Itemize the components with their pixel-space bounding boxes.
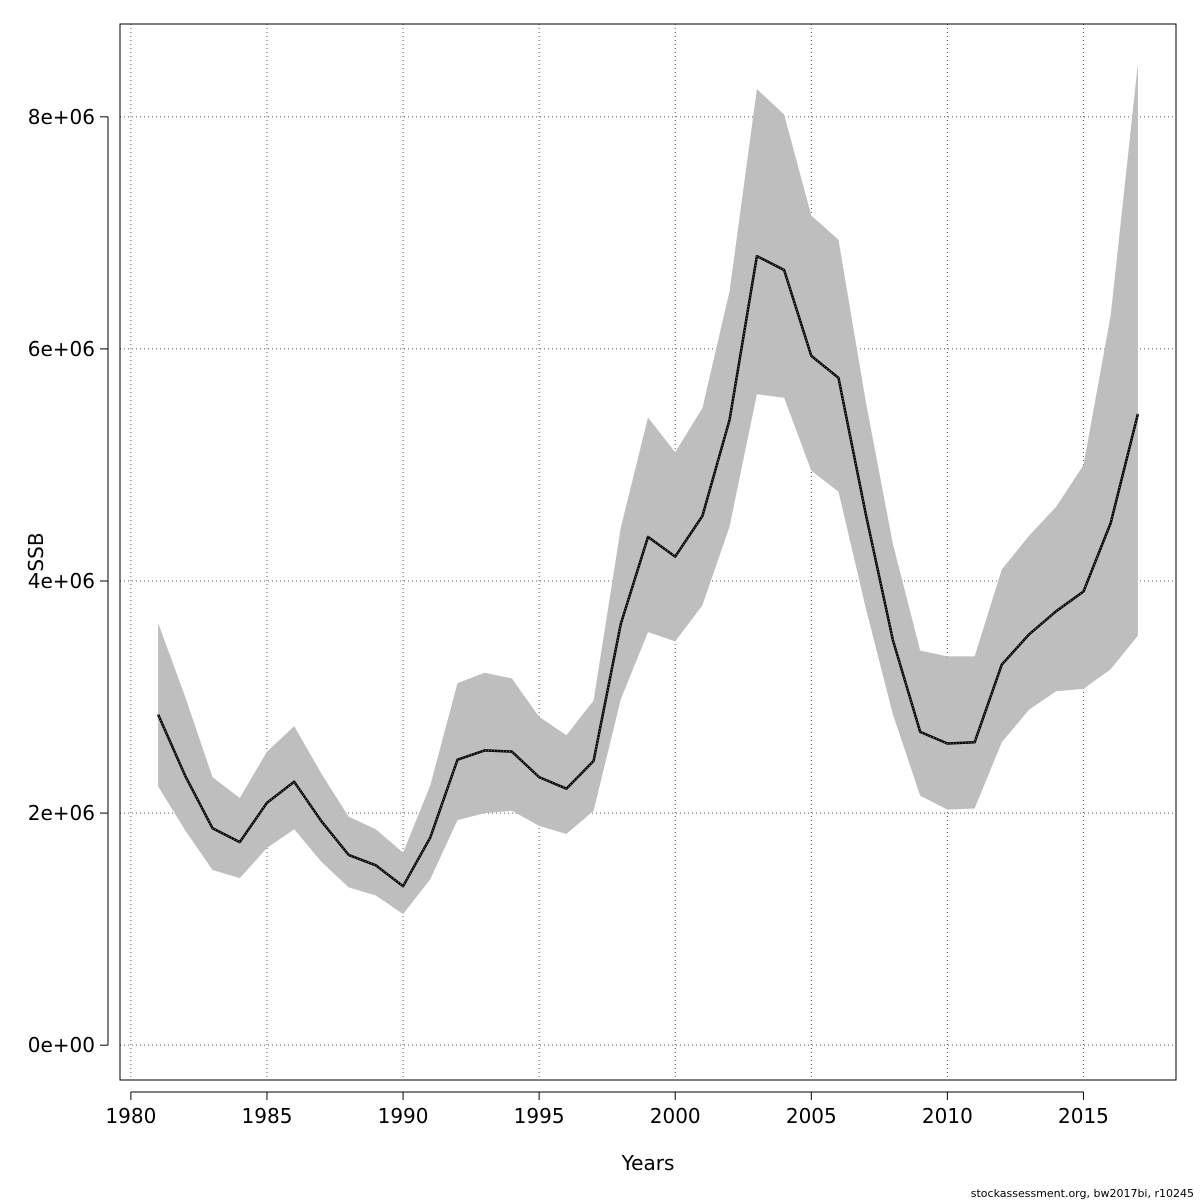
- x-tick-label: 1990: [378, 1104, 429, 1128]
- x-tick-label: 1985: [242, 1104, 293, 1128]
- y-tick-label: 2e+06: [28, 801, 95, 825]
- y-axis-title: SSB: [24, 532, 48, 571]
- x-tick-label: 2010: [922, 1104, 973, 1128]
- footer-credit: stockassessment.org, bw2017bi, r10245: [971, 1187, 1194, 1200]
- y-tick-label: 0e+00: [28, 1033, 95, 1057]
- x-tick-label: 1995: [514, 1104, 565, 1128]
- y-tick-label: 4e+06: [28, 569, 95, 593]
- ssb-line-dotted-overlay: [157, 255, 1139, 887]
- y-axis: 0e+00 2e+06 4e+06 6e+06 8e+06: [28, 105, 109, 1057]
- plot-frame: [119, 23, 1177, 1081]
- y-tick-label: 8e+06: [28, 105, 95, 129]
- x-tick-label: 2000: [650, 1104, 701, 1128]
- confidence-band: [158, 63, 1138, 915]
- x-axis-title: Years: [621, 1151, 675, 1175]
- y-tick-label: 6e+06: [28, 337, 95, 361]
- x-tick-label: 1980: [105, 1104, 156, 1128]
- x-axis: 1980 1985 1990 1995 2000 2005 2010 2015: [105, 1091, 1109, 1128]
- x-tick-label: 2015: [1058, 1104, 1109, 1128]
- x-tick-label: 2005: [786, 1104, 837, 1128]
